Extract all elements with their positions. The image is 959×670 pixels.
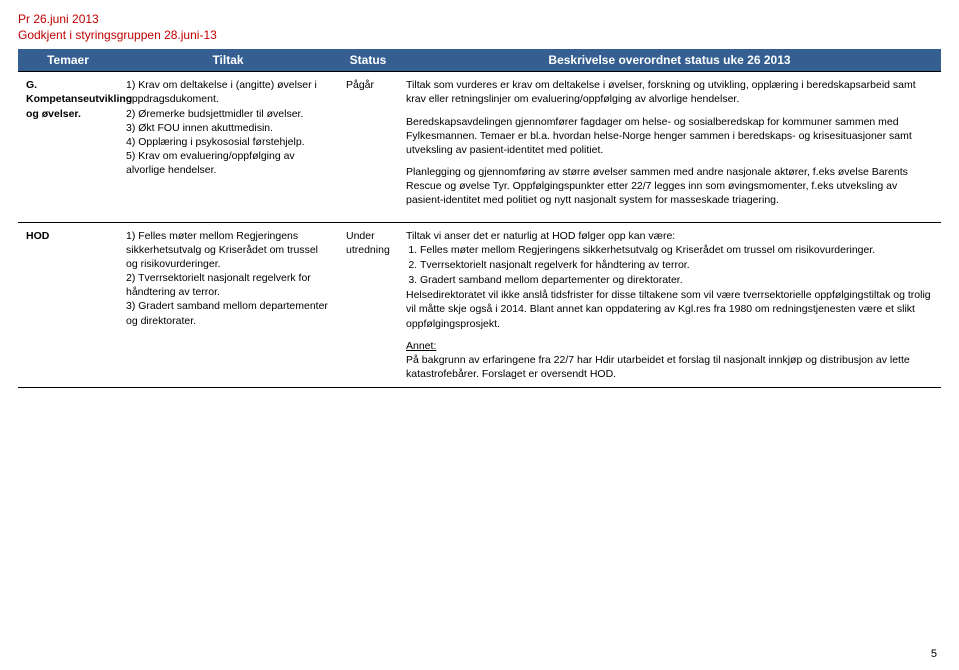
beskrivelse-para: Tiltak som vurderes er krav om deltakels…	[406, 78, 933, 106]
cell-status: Under utredning	[338, 222, 398, 388]
list-item: Gradert samband mellom departementer og …	[420, 273, 933, 287]
temaer-label: G. Kompetanseutvikling og øvelser.	[26, 79, 132, 119]
header-line-1: Pr 26.juni 2013	[18, 12, 941, 28]
beskrivelse-para: Beredskapsavdelingen gjennomfører fagdag…	[406, 115, 933, 158]
col-header-temaer: Temaer	[18, 49, 118, 72]
beskrivelse-intro: Tiltak vi anser det er naturlig at HOD f…	[406, 229, 933, 243]
annet-label: Annet:	[406, 340, 436, 352]
col-header-beskrivelse: Beskrivelse overordnet status uke 26 201…	[398, 49, 941, 72]
document-header: Pr 26.juni 2013 Godkjent i styringsgrupp…	[18, 12, 941, 43]
list-item: Felles møter mellom Regjeringens sikkerh…	[420, 243, 933, 257]
temaer-label: HOD	[26, 230, 49, 242]
list-item: Tverrsektorielt nasjonalt regelverk for …	[420, 258, 933, 272]
cell-temaer: G. Kompetanseutvikling og øvelser.	[18, 72, 118, 222]
table-header-row: Temaer Tiltak Status Beskrivelse overord…	[18, 49, 941, 72]
cell-tiltak: 1) Krav om deltakelse i (angitte) øvelse…	[118, 72, 338, 222]
beskrivelse-para: Planlegging og gjennomføring av større ø…	[406, 165, 933, 208]
beskrivelse-after: Helsedirektoratet vil ikke anslå tidsfri…	[406, 288, 933, 331]
cell-temaer: HOD	[18, 222, 118, 388]
status-table: Temaer Tiltak Status Beskrivelse overord…	[18, 49, 941, 388]
annet-text: På bakgrunn av erfaringene fra 22/7 har …	[406, 354, 910, 380]
annet-block: Annet: På bakgrunn av erfaringene fra 22…	[406, 339, 933, 382]
header-line-2: Godkjent i styringsgruppen 28.juni-13	[18, 28, 941, 44]
table-row: G. Kompetanseutvikling og øvelser. 1) Kr…	[18, 72, 941, 222]
cell-beskrivelse: Tiltak vi anser det er naturlig at HOD f…	[398, 222, 941, 388]
cell-tiltak: 1) Felles møter mellom Regjeringens sikk…	[118, 222, 338, 388]
cell-status: Pågår	[338, 72, 398, 222]
page-number: 5	[931, 648, 937, 660]
cell-beskrivelse: Tiltak som vurderes er krav om deltakels…	[398, 72, 941, 222]
beskrivelse-list: Felles møter mellom Regjeringens sikkerh…	[406, 243, 933, 288]
table-row: HOD 1) Felles møter mellom Regjeringens …	[18, 222, 941, 388]
col-header-tiltak: Tiltak	[118, 49, 338, 72]
col-header-status: Status	[338, 49, 398, 72]
